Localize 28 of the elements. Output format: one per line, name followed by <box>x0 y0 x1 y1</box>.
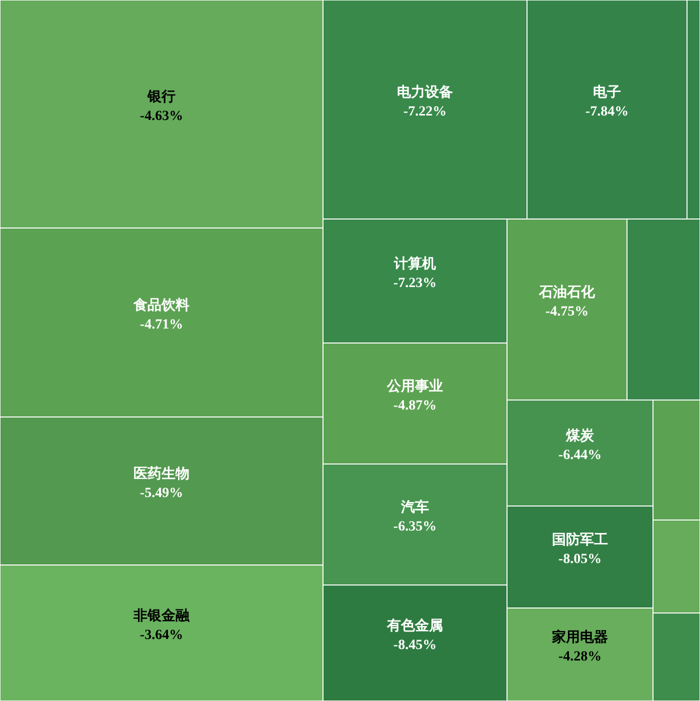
data-label: -4.87% <box>393 398 437 414</box>
category-label: 电子 <box>593 84 621 100</box>
data-label: -4.28% <box>558 650 602 664</box>
data-label: -8.45% <box>393 638 437 653</box>
category-label: 银行 <box>146 89 176 105</box>
category-label: 食品饮料 <box>132 298 190 314</box>
category-label: 计算机 <box>393 256 436 272</box>
data-label: -3.64% <box>140 628 184 643</box>
data-label: -4.63% <box>140 109 184 124</box>
data-label: -4.75% <box>545 304 589 320</box>
data-label: -6.35% <box>393 520 437 534</box>
category-label: 有色金属 <box>386 618 443 634</box>
data-label: -7.84% <box>585 104 629 120</box>
data-label: -8.05% <box>558 552 602 567</box>
category-label: 国防军工 <box>552 531 608 548</box>
category-label: 石油石化 <box>538 284 596 300</box>
category-label: 医药生物 <box>134 466 190 482</box>
category-label: 汽车 <box>400 498 429 516</box>
category-label: 非银金融 <box>132 608 190 624</box>
data-label: -4.71% <box>140 318 184 332</box>
category-label: 家用电器 <box>551 628 608 646</box>
data-label: -7.22% <box>403 104 447 120</box>
data-label: -7.23% <box>393 276 437 291</box>
category-label: 煤炭 <box>565 428 595 444</box>
category-label: 公用事业 <box>386 378 443 394</box>
category-label: 电力设备 <box>397 84 453 100</box>
data-label: -6.44% <box>558 448 602 463</box>
data-label: -5.49% <box>140 486 184 501</box>
